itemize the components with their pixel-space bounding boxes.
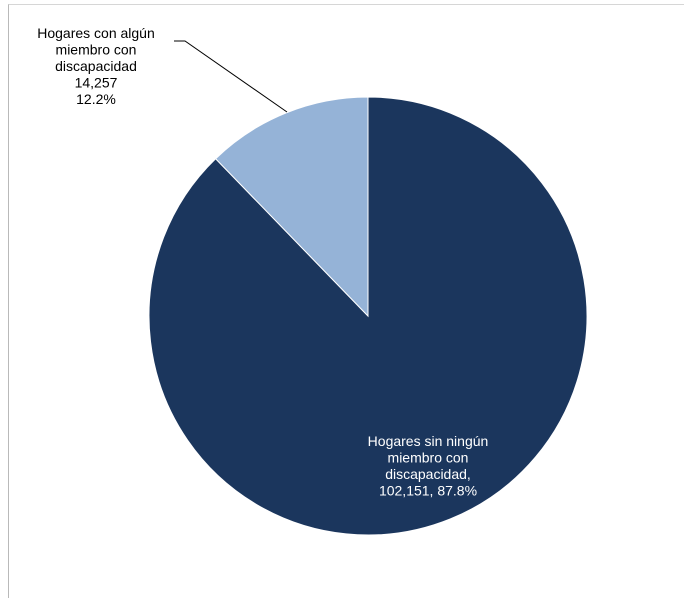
slice-label-line: discapacidad, — [385, 466, 471, 482]
slice-label-line: Hogares sin ningún — [368, 433, 489, 449]
slice-label-line: miembro con — [388, 450, 469, 466]
slice-label-con-discapacidad: Hogares con algún miembro con discapacidad… — [37, 25, 155, 107]
slice-label-line: 102,151, 87.8% — [379, 483, 477, 499]
slice-label-line: discapacidad — [55, 58, 137, 74]
slice-label-line: 14,257 — [75, 75, 118, 91]
pie-slice-con-discapacidad — [214, 96, 369, 318]
slice-label-line: 12.2% — [76, 91, 116, 107]
pie-slices — [148, 96, 588, 536]
slice-label-line: Hogares con algún — [37, 25, 155, 41]
chart-frame — [8, 4, 684, 598]
slice-label-line: miembro con — [56, 42, 137, 58]
leader-line — [174, 40, 288, 113]
slice-label-sin-discapacidad: Hogares sin ningún miembro con discapacida… — [368, 433, 489, 499]
